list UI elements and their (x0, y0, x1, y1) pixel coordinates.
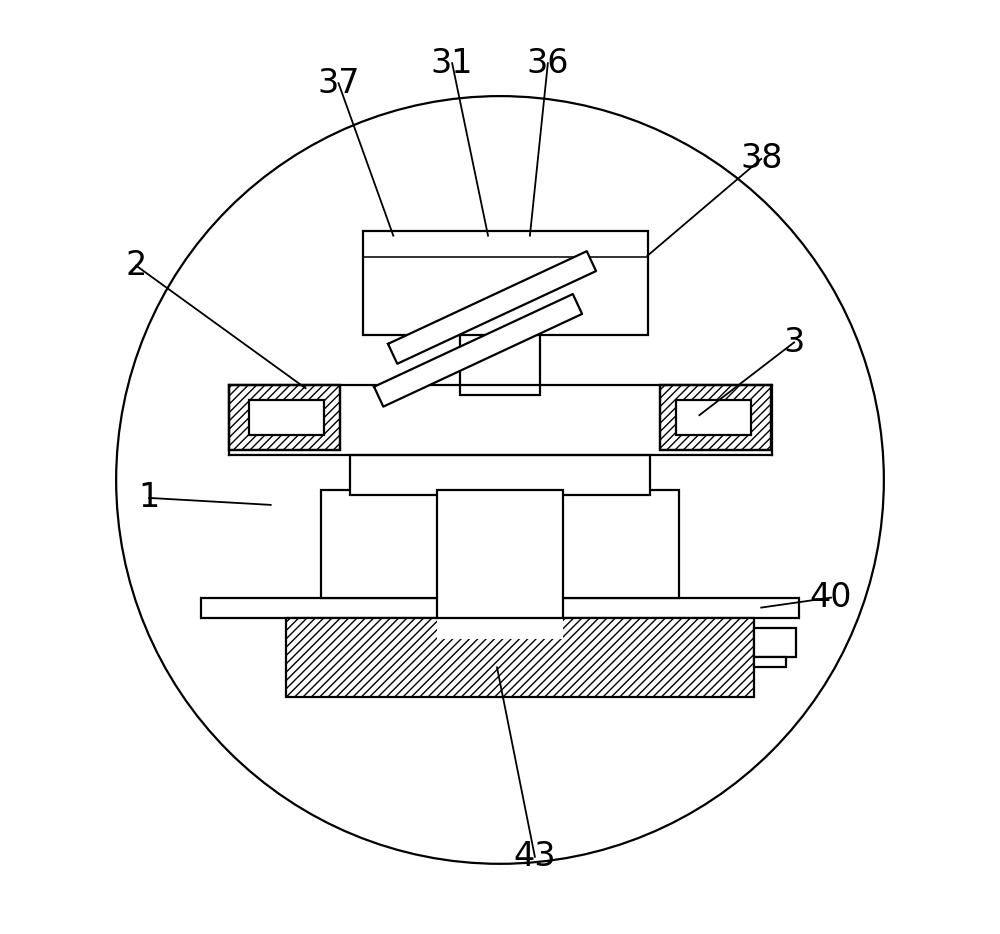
Bar (754, 658, 786, 668)
Text: 2: 2 (125, 249, 147, 282)
Polygon shape (388, 251, 596, 363)
Bar (660, 385, 771, 450)
Text: 37: 37 (317, 66, 360, 100)
Bar (437, 490, 563, 617)
Bar (437, 490, 563, 640)
Bar (660, 385, 771, 450)
Text: 3: 3 (783, 326, 805, 359)
Bar (676, 400, 751, 435)
Bar (201, 598, 799, 617)
Bar (286, 617, 754, 698)
Text: 31: 31 (431, 47, 473, 79)
Bar (229, 385, 340, 450)
Bar (350, 455, 650, 495)
Text: 40: 40 (810, 581, 852, 615)
Text: 38: 38 (740, 142, 782, 176)
Text: 43: 43 (514, 841, 556, 873)
Bar (363, 231, 648, 335)
Bar (754, 628, 796, 658)
Bar (249, 400, 324, 435)
Bar (460, 331, 540, 395)
Bar (321, 490, 679, 598)
Polygon shape (374, 294, 582, 406)
Text: 36: 36 (527, 47, 569, 79)
Text: 1: 1 (138, 481, 160, 515)
Bar (229, 385, 340, 450)
